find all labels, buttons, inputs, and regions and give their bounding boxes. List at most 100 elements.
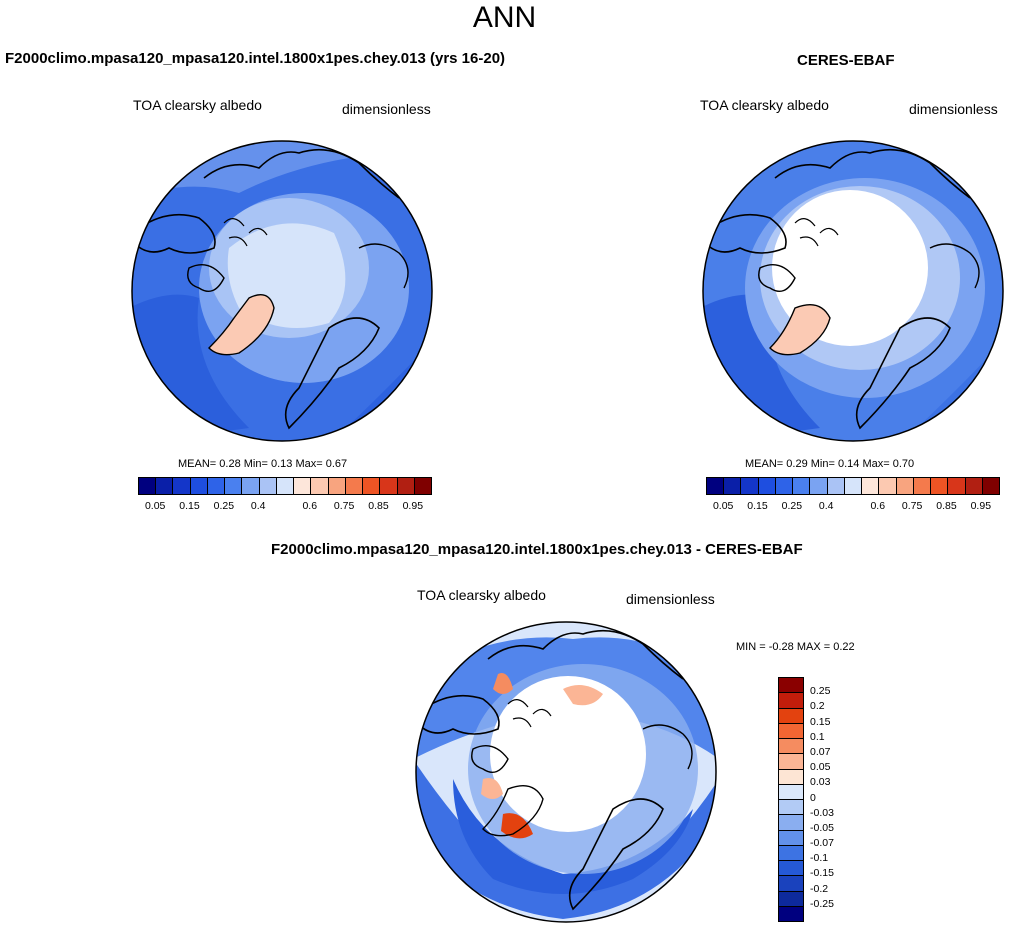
colorbar-swatch (793, 478, 811, 494)
colorbar-swatch (779, 876, 803, 892)
colorbar-swatch (982, 478, 999, 494)
colorbar-swatch (779, 815, 803, 831)
stats-obs: MEAN= 0.29 Min= 0.14 Max= 0.70 (745, 458, 914, 470)
figure-title: ANN (472, 1, 537, 34)
colorbar-tick-label: 0.15 (810, 715, 831, 728)
colorbar-tick-label: 0 (810, 791, 816, 804)
colorbar-tick-label: 0.4 (250, 500, 266, 512)
mean-label: MEAN= (178, 458, 217, 470)
colorbar-tick-label: 0.85 (368, 500, 389, 512)
colorbar-swatch (173, 478, 191, 494)
colorbar-swatch (414, 478, 431, 494)
colorbar-tick-label: 0.75 (901, 500, 923, 512)
colorbar-swatch (827, 478, 845, 494)
colorbar-swatch (139, 478, 157, 494)
colorbar-swatch (948, 478, 966, 494)
colorbar-tick-label: 0.15 (179, 500, 200, 512)
min-label: MIN = (736, 641, 766, 653)
colorbar-tick-label: 0.07 (810, 745, 831, 758)
colorbar-tick-label: -0.07 (810, 837, 834, 850)
colorbar-swatch (758, 478, 776, 494)
colorbar-swatch (779, 891, 803, 907)
colorbar-swatch (862, 478, 880, 494)
mean-value: 0.28 (219, 458, 241, 470)
colorbar-tick-label: 0.6 (870, 500, 886, 512)
field-label-diff: TOA clearsky albedo (417, 587, 546, 603)
max-label: Max= (862, 458, 890, 470)
colorbar-tick-label: 0.85 (936, 500, 957, 512)
colorbar-swatch (775, 478, 794, 494)
colorbar-swatch (741, 478, 759, 494)
colorbar-swatch (724, 478, 742, 494)
colorbar-swatch (779, 861, 803, 877)
colorbar-swatch (779, 693, 803, 709)
colorbar-tick-label: 0.05 (144, 500, 166, 512)
polar-map-obs (702, 140, 1004, 442)
colorbar-swatch (328, 478, 346, 494)
colorbar-swatch (913, 478, 932, 494)
colorbar-swatch (225, 478, 243, 494)
colorbar-swatch (879, 478, 897, 494)
colorbar-labels-model: 0.05 0.15 0.25 0.4 0.6 0.75 0.85 0.95 (138, 500, 430, 514)
min-label: Min= (243, 458, 268, 470)
units-label-model: dimensionless (342, 101, 431, 117)
colorbar-swatch (380, 478, 398, 494)
max-label: Max= (295, 458, 323, 470)
colorbar-swatch (779, 800, 803, 816)
colorbar-swatch (190, 478, 208, 494)
colorbar-swatch (844, 478, 863, 494)
colorbar-swatch (965, 478, 983, 494)
colorbar-model (138, 477, 432, 495)
colorbar-swatch (707, 478, 725, 494)
colorbar-tick-label: -0.15 (810, 867, 834, 880)
colorbar-diff (778, 677, 804, 922)
stats-diff: MIN = -0.28 MAX = 0.22 (736, 641, 855, 653)
colorbar-tick-label: 0.6 (302, 500, 318, 512)
colorbar-tick-label: -0.25 (810, 897, 834, 910)
min-value: -0.28 (768, 641, 794, 653)
colorbar-tick-label: 0.05 (810, 761, 831, 774)
field-label-model: TOA clearsky albedo (133, 97, 262, 113)
colorbar-tick-label: 0.25 (781, 500, 803, 512)
max-label: MAX = (796, 641, 831, 653)
colorbar-tick-label: -0.05 (810, 821, 834, 834)
max-value: 0.22 (833, 641, 855, 653)
colorbar-swatch (779, 708, 803, 724)
polar-map-model (131, 140, 433, 442)
colorbar-swatch (779, 739, 803, 755)
colorbar-swatch (397, 478, 415, 494)
max-value: 0.67 (325, 458, 348, 470)
min-value: 0.14 (837, 458, 860, 470)
colorbar-swatch (779, 845, 803, 861)
colorbar-tick-label: 0.03 (810, 776, 831, 789)
colorbar-tick-label: 0.1 (810, 730, 825, 743)
colorbar-tick-label: 0.95 (402, 500, 424, 512)
colorbar-tick-label: 0.05 (712, 500, 734, 512)
colorbar-swatch (259, 478, 277, 494)
panel-title-obs: CERES-EBAF (797, 52, 895, 69)
max-value: 0.70 (892, 458, 915, 470)
colorbar-tick-label: -0.2 (810, 882, 829, 895)
mean-value: 0.29 (786, 458, 808, 470)
colorbar-swatch (779, 723, 803, 739)
colorbar-swatch (779, 769, 803, 785)
colorbar-tick-label: 0.95 (970, 500, 992, 512)
colorbar-swatch (207, 478, 226, 494)
colorbar-tick-label: 0.2 (810, 700, 825, 713)
panel-title-diff: F2000climo.mpasa120_mpasa120.intel.1800x… (271, 541, 803, 558)
colorbar-swatch (363, 478, 381, 494)
colorbar-labels-obs: 0.05 0.15 0.25 0.4 0.6 0.75 0.85 0.95 (706, 500, 998, 514)
colorbar-tick-label: 0.25 (810, 685, 831, 698)
colorbar-swatch (242, 478, 260, 494)
colorbar-tick-label: -0.03 (810, 806, 834, 819)
colorbar-swatch (810, 478, 828, 494)
colorbar-tick-label: 0.75 (333, 500, 355, 512)
colorbar-labels-diff: 0.25 0.2 0.15 0.1 0.07 0.05 0.03 0 -0.03 -0.05 -0.… (810, 677, 860, 920)
colorbar-swatch (294, 478, 312, 494)
polar-map-diff (415, 621, 717, 923)
colorbar-tick-label: -0.1 (810, 852, 829, 865)
colorbar-tick-label: 0.25 (213, 500, 235, 512)
colorbar-swatch (779, 906, 803, 921)
mean-label: MEAN= (745, 458, 784, 470)
panel-title-model: F2000climo.mpasa120_mpasa120.intel.1800x… (5, 50, 506, 67)
